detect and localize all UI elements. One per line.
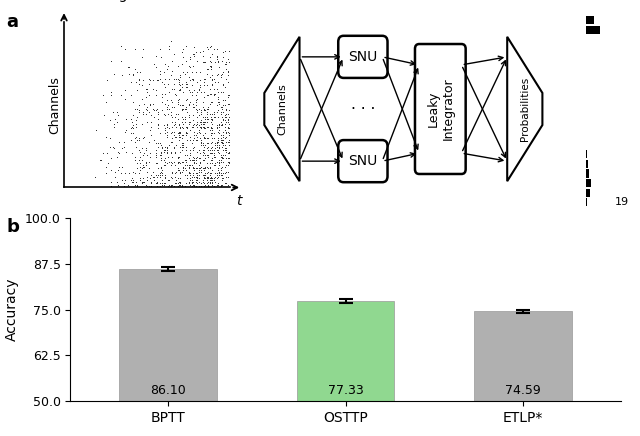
- Bar: [586, 179, 591, 187]
- Text: 77.33: 77.33: [328, 384, 364, 397]
- Polygon shape: [264, 37, 300, 181]
- Text: SNU: SNU: [348, 154, 378, 168]
- Text: 19: 19: [614, 197, 628, 207]
- Bar: [586, 16, 594, 24]
- FancyBboxPatch shape: [415, 44, 466, 174]
- Text: Channels: Channels: [277, 83, 287, 135]
- Bar: [586, 150, 587, 158]
- Bar: [586, 198, 587, 206]
- Text: · · ·: · · ·: [351, 102, 375, 116]
- Text: b: b: [6, 218, 19, 236]
- Polygon shape: [508, 37, 543, 181]
- Text: 74.59: 74.59: [505, 384, 541, 397]
- Bar: [474, 311, 572, 401]
- Text: 86.10: 86.10: [150, 384, 186, 397]
- Text: a: a: [6, 13, 19, 31]
- Y-axis label: Channels: Channels: [48, 76, 61, 133]
- Bar: [119, 269, 217, 401]
- Bar: [586, 160, 588, 168]
- Bar: [586, 189, 589, 197]
- Text: Leaky
Integrator: Leaky Integrator: [426, 78, 454, 140]
- FancyBboxPatch shape: [339, 140, 388, 182]
- FancyBboxPatch shape: [339, 36, 388, 78]
- Bar: [586, 170, 589, 177]
- Text: t: t: [236, 194, 241, 208]
- Y-axis label: Accuracy: Accuracy: [5, 278, 19, 341]
- Bar: [586, 26, 600, 34]
- Text: Digit "6": Digit "6": [104, 0, 163, 2]
- Text: SNU: SNU: [348, 50, 378, 64]
- Bar: [297, 301, 394, 401]
- Text: Probabilities: Probabilities: [520, 77, 530, 141]
